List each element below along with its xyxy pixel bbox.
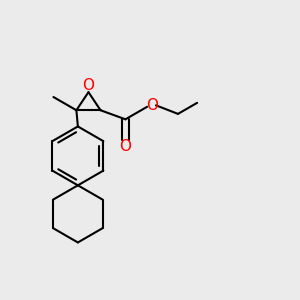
Text: O: O <box>119 140 131 154</box>
Text: O: O <box>146 98 158 112</box>
Text: O: O <box>82 78 94 93</box>
